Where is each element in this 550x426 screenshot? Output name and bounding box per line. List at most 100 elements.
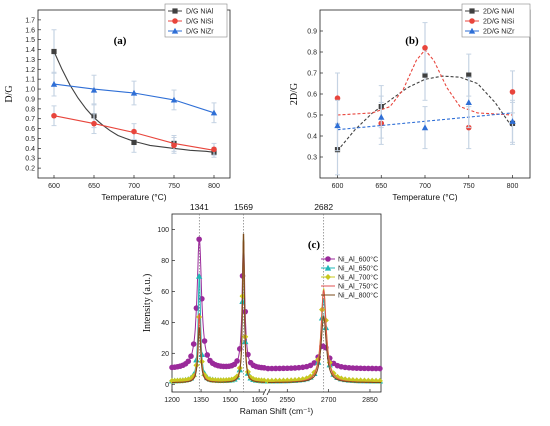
- legend-marker: [172, 8, 178, 14]
- legend-marker: [325, 274, 331, 280]
- y-tick-label: 0.7: [25, 116, 35, 123]
- legend-entry: 2D/G NiAl: [483, 9, 515, 16]
- y-axis-label: 2D/G: [289, 83, 300, 105]
- spectrum-marker: [242, 308, 249, 315]
- y-tick-label: 60: [161, 289, 169, 296]
- data-point: [509, 89, 516, 95]
- data-point: [171, 142, 177, 149]
- data-point: [422, 45, 428, 51]
- spectrum-marker: [188, 353, 194, 360]
- data-point: [170, 96, 178, 103]
- data-point: [465, 99, 472, 105]
- spectrum-line: [172, 238, 265, 369]
- x-tick-label: 750: [168, 183, 180, 190]
- y-tick-label: 1.3: [25, 57, 35, 64]
- y-tick-label: 0.4: [25, 146, 35, 153]
- y-tick-label: 20: [161, 351, 169, 358]
- y-tick-label: 80: [161, 258, 169, 265]
- legend-entry: 2D/G NiSi: [483, 19, 515, 26]
- x-tick-label: 2550: [280, 397, 296, 404]
- peak-label: 1569: [234, 202, 253, 212]
- plot-frame: [171, 213, 382, 393]
- spectrum-marker: [204, 352, 211, 358]
- x-axis-label: Raman Shift (cm⁻¹): [240, 406, 314, 416]
- panel-a: 600 650 700 750 800 0.2 0.3 0.4 0.5 0.6 0.7 0.8 0.9 1…: [4, 3, 231, 202]
- axis-break-gap: [264, 388, 269, 396]
- x-tick-label: 600: [332, 183, 344, 190]
- fit-line-1: [337, 75, 513, 152]
- x-tick-label: 1500: [222, 397, 238, 404]
- legend-entry: 2D/G NiZr: [483, 29, 515, 36]
- legend-entry: D/G NiZr: [186, 29, 214, 36]
- data-point: [378, 113, 385, 120]
- spectrum-marker: [185, 358, 192, 365]
- data-point: [91, 120, 97, 127]
- panel-label: (c): [308, 239, 321, 251]
- y-tick-label: 1.5: [25, 37, 35, 44]
- x-tick-label: 700: [419, 183, 431, 190]
- legend-entry: D/G NiSi: [186, 19, 214, 26]
- data-point: [334, 95, 341, 101]
- panel-b: 600 650 700 750 800 0.3 0.4 0.5 0.6 0.7 0.8 0.9 Temp…: [289, 3, 531, 202]
- legend-marker: [171, 27, 179, 34]
- y-tick-label: 0.5: [25, 136, 35, 143]
- legend-marker: [469, 8, 475, 14]
- data-point: [210, 109, 218, 116]
- spectrum-marker: [245, 351, 251, 358]
- x-axis-label: Temperature (°C): [101, 192, 166, 202]
- y-axis-label: D/G: [4, 85, 15, 102]
- legend-entry: Ni_Al_750°C: [338, 283, 378, 291]
- legend-entry: Ni_Al_650°C: [338, 265, 378, 273]
- spectrum-line: [172, 239, 265, 382]
- spectrum-marker: [198, 351, 206, 357]
- y-tick-label: 40: [161, 320, 169, 327]
- y-tick-label: 1.1: [25, 77, 35, 84]
- spectrum-marker: [196, 236, 202, 243]
- y-tick-label: 0.6: [25, 126, 35, 133]
- y-tick-label: 0.5: [307, 113, 317, 120]
- spectrum-marker: [195, 272, 203, 279]
- legend-entry: D/G NiAl: [186, 9, 214, 16]
- spectrum-line: [172, 233, 265, 383]
- y-tick-label: 0.2: [25, 166, 35, 173]
- spectrum-marker: [190, 341, 197, 347]
- data-point: [211, 146, 217, 153]
- x-tick-label: 600: [48, 183, 60, 190]
- legend-marker: [172, 18, 178, 24]
- x-axis-label: Temperature (°C): [392, 192, 457, 202]
- y-tick-label: 1.6: [25, 27, 35, 34]
- spectrum-marker: [272, 365, 279, 372]
- spectrum-marker: [369, 365, 375, 372]
- x-tick-label: 1200: [164, 397, 180, 404]
- data-point: [90, 86, 98, 93]
- y-tick-label: 0.8: [307, 50, 317, 57]
- panel-label: (b): [405, 35, 419, 47]
- panel-label: (a): [114, 35, 127, 47]
- legend-marker: [468, 27, 476, 34]
- y-tick-label: 1.4: [25, 47, 35, 54]
- spectrum-marker: [365, 365, 372, 372]
- y-tick-label: 0: [165, 382, 169, 389]
- y-tick-label: 0.4: [307, 134, 317, 141]
- y-tick-label: 0.9: [25, 96, 35, 103]
- y-tick-label: 1.2: [25, 67, 35, 74]
- y-tick-label: 100: [157, 227, 169, 234]
- axis-break-mark: [262, 388, 267, 396]
- x-tick-label: 650: [88, 183, 100, 190]
- spectrum-marker: [265, 365, 271, 372]
- axis-break-mark: [266, 388, 271, 396]
- x-tick-label: 800: [208, 183, 220, 190]
- legend-entry: Ni_Al_800°C: [338, 292, 378, 300]
- y-tick-label: 0.8: [25, 106, 35, 113]
- peak-label: 1341: [190, 202, 209, 212]
- y-tick-label: 1.0: [25, 87, 35, 94]
- legend-marker: [325, 256, 331, 262]
- x-tick-label: 700: [128, 183, 140, 190]
- data-point: [50, 80, 58, 87]
- x-tick-label: 1350: [193, 397, 209, 404]
- x-tick-label: 2850: [362, 397, 378, 404]
- x-tick-label: 750: [463, 183, 475, 190]
- y-tick-label: 0.7: [307, 71, 317, 78]
- legend-marker: [469, 18, 475, 24]
- y-tick-label: 0.6: [307, 92, 317, 99]
